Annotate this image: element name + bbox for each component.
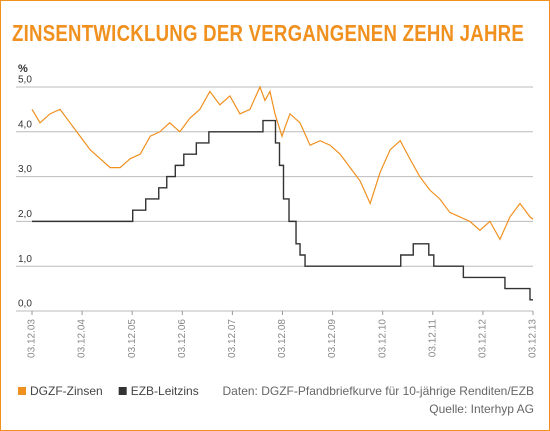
line-series bbox=[31, 85, 534, 241]
x-tick-label: 03.12.12 bbox=[478, 319, 489, 358]
legend-swatch bbox=[118, 387, 127, 395]
chart-title: ZINSENTWICKLUNG DER VERGANGENEN ZEHN JAH… bbox=[12, 20, 524, 46]
source-text: Quelle: Interhyp AG bbox=[429, 402, 534, 416]
legend-swatch bbox=[18, 387, 26, 395]
x-tick-label: 03.12.13 bbox=[528, 319, 539, 358]
x-tick-label: 03.12.05 bbox=[127, 319, 138, 358]
y-tick-label: 4,0 bbox=[18, 119, 32, 130]
y-tick-label: 3,0 bbox=[18, 164, 32, 175]
y-tick-label: 0,0 bbox=[18, 299, 32, 310]
legend-label: EZB-Leitzins bbox=[131, 384, 199, 398]
x-tick-label: 03.12.08 bbox=[277, 319, 288, 358]
legend-label: DGZF-Zinsen bbox=[30, 384, 103, 398]
x-tick-label: 03.12.04 bbox=[77, 319, 88, 358]
x-tick-label: 03.12.09 bbox=[327, 319, 338, 358]
x-tick-label: 03.12.03 bbox=[27, 319, 38, 358]
source-text: Daten: DGZF-Pfandbriefkurve für 10-jähri… bbox=[223, 384, 534, 398]
y-tick-label: 2,0 bbox=[18, 209, 32, 220]
x-tick-label: 03.12.11 bbox=[427, 319, 438, 358]
y-axis-label: % bbox=[18, 63, 28, 75]
y-tick-label: 1,0 bbox=[18, 254, 32, 265]
x-tick-label: 03.12.07 bbox=[227, 319, 238, 358]
x-tick-label: 03.12.06 bbox=[177, 319, 188, 358]
line-series bbox=[32, 119, 533, 301]
y-tick-label: 5,0 bbox=[18, 75, 32, 86]
x-tick-label: 03.12.10 bbox=[377, 319, 388, 358]
